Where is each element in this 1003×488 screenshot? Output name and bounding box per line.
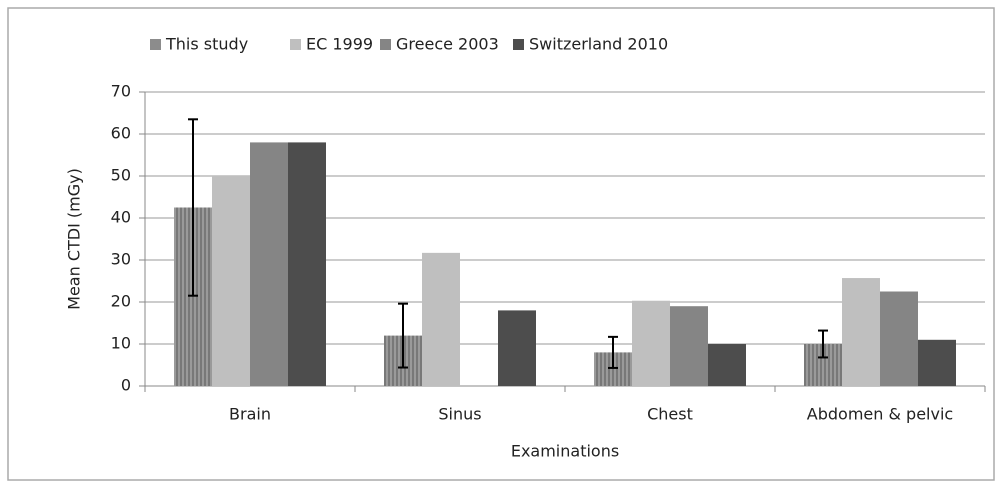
y-axis-title: Mean CTDI (mGy) xyxy=(65,168,84,310)
bar xyxy=(498,310,536,386)
y-tick-label: 70 xyxy=(111,82,131,101)
x-tick-label: Chest xyxy=(647,405,693,424)
bar xyxy=(288,142,326,386)
legend-label: EC 1999 xyxy=(306,35,373,54)
y-tick-label: 40 xyxy=(111,208,131,227)
x-axis-title: Examinations xyxy=(511,442,619,461)
y-tick-label: 50 xyxy=(111,166,131,185)
legend-swatch xyxy=(380,39,391,50)
y-tick-label: 20 xyxy=(111,292,131,311)
legend-label: Switzerland 2010 xyxy=(529,35,668,54)
y-tick-label: 10 xyxy=(111,334,131,353)
bar xyxy=(880,291,918,386)
legend-swatch xyxy=(513,39,524,50)
bar xyxy=(632,300,670,386)
bar xyxy=(212,176,250,386)
bar xyxy=(670,306,708,386)
bar xyxy=(422,252,460,386)
y-tick-label: 60 xyxy=(111,124,131,143)
x-tick-label: Brain xyxy=(229,405,271,424)
bar xyxy=(918,339,956,386)
legend-swatch xyxy=(290,39,301,50)
bar xyxy=(250,142,288,386)
y-tick-label: 0 xyxy=(121,376,131,395)
legend-swatch xyxy=(150,39,161,50)
y-tick-label: 30 xyxy=(111,250,131,269)
x-tick-label: Sinus xyxy=(438,405,481,424)
bar xyxy=(842,278,880,386)
chart-frame xyxy=(7,7,995,481)
legend-label: This study xyxy=(165,35,248,54)
bar xyxy=(708,344,746,386)
x-tick-label: Abdomen & pelvic xyxy=(807,405,953,424)
legend-label: Greece 2003 xyxy=(396,35,499,54)
